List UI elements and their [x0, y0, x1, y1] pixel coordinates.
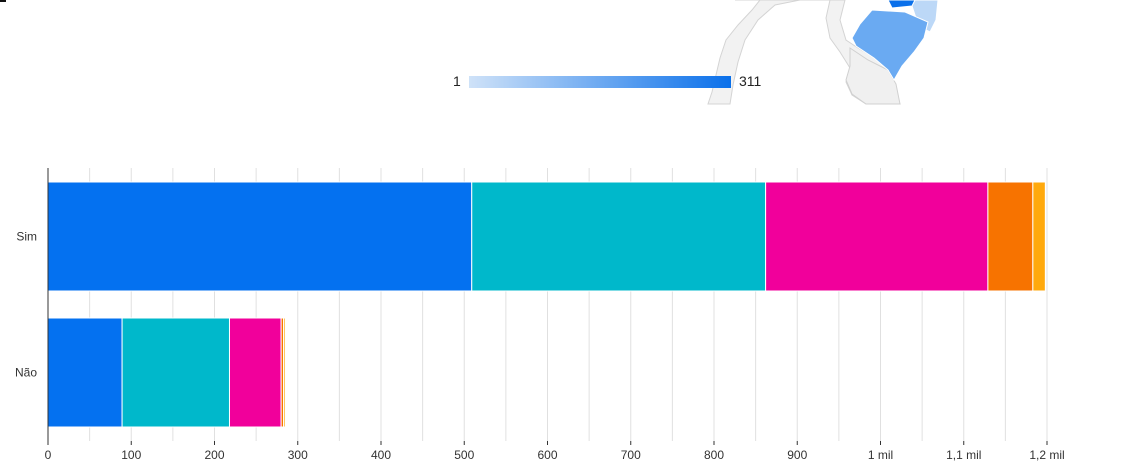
- map-region-dark: [887, 0, 916, 9]
- x-tick-label: 200: [204, 448, 224, 462]
- bar-segment: [1032, 181, 1046, 292]
- x-tick-label: 0: [45, 448, 52, 462]
- map-area: 1 311: [0, 0, 1127, 110]
- map-region-medium: [851, 9, 929, 81]
- bars: [47, 181, 1046, 428]
- category-label: Sim: [16, 230, 37, 244]
- bar-segment: [765, 181, 989, 292]
- map-region-gray: [845, 47, 901, 105]
- category-label: Não: [15, 366, 37, 380]
- bar-segment: [121, 317, 230, 428]
- title-fragment: [0, 0, 6, 2]
- x-tick-label: 1 mil: [868, 448, 893, 462]
- legend-min-label: 1: [453, 73, 461, 89]
- stacked-bar-chart: 0 100 200 300 400 500 600 700 800 900 1 mil 1,1 mil…: [15, 168, 1065, 462]
- map-svg: [707, 0, 939, 105]
- x-tick-label: 500: [454, 448, 474, 462]
- x-tick-label: 100: [121, 448, 141, 462]
- bar-segment: [47, 181, 473, 292]
- bar-segment: [987, 181, 1034, 292]
- category-labels: Sim Não: [15, 230, 37, 380]
- x-tick-label: 400: [371, 448, 391, 462]
- bar-segment: [47, 317, 123, 428]
- legend-gradient-bar: [469, 76, 731, 88]
- x-tick-labels: 0 100 200 300 400 500 600 700 800 900 1 mil 1,1 mil…: [45, 441, 1065, 462]
- x-tick-label: 1,2 mil: [1029, 448, 1064, 462]
- x-tick-label: 1,1 mil: [946, 448, 981, 462]
- x-tick-label: 300: [288, 448, 308, 462]
- x-tick-label: 700: [621, 448, 641, 462]
- x-tick-label: 900: [787, 448, 807, 462]
- bar-segment: [283, 317, 286, 428]
- bar-segment: [471, 181, 767, 292]
- x-tick-label: 800: [704, 448, 724, 462]
- legend-max-label: 311: [739, 73, 762, 89]
- bar-segment: [228, 317, 282, 428]
- x-tick-label: 600: [537, 448, 557, 462]
